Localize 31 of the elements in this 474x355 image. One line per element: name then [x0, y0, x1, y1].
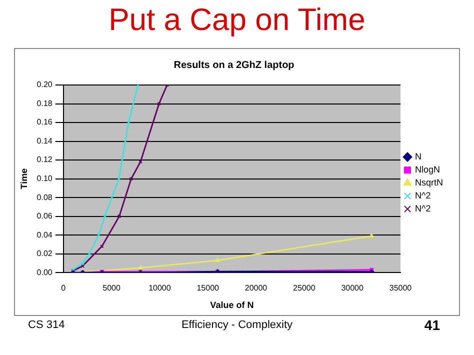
chart-subtitle: Results on a 2GhZ laptop: [174, 60, 294, 71]
legend-label: N^2: [415, 190, 431, 200]
x-axis-title: Value of N: [210, 300, 254, 310]
y-tick-label: 0.00: [36, 268, 53, 277]
legend-label: N: [415, 151, 422, 162]
legend-label: N^2: [415, 203, 431, 214]
legend-label: NlogN: [415, 164, 440, 174]
x-tick-label: 10000: [148, 284, 172, 293]
text: Efficiency - Complexity: [181, 319, 293, 331]
y-tick-label: 0.20: [36, 80, 53, 90]
x-tick-label: 0: [61, 284, 66, 293]
y-tick-label: 0.04: [36, 230, 53, 240]
y-tick-label: 0.08: [36, 192, 53, 202]
x-tick-label: 5000: [102, 284, 121, 293]
x-tick-label: 20000: [244, 284, 268, 293]
y-tick-label: 0.02: [36, 249, 53, 258]
y-axis-title: Time: [18, 168, 29, 190]
x-tick-label: 15000: [196, 284, 220, 293]
y-tick-label: 0.18: [36, 98, 53, 108]
chart-title: Put a Cap on Time: [108, 2, 366, 38]
y-tick-label: 0.06: [36, 212, 53, 221]
y-tick-label: 0.16: [36, 118, 53, 127]
x-tick-label: 30000: [341, 284, 364, 293]
legend-label: NsqrtN: [415, 177, 444, 188]
x-tick-label: 25000: [293, 284, 316, 293]
text: CS 314: [28, 319, 65, 331]
y-tick-label: 0.12: [36, 155, 53, 164]
y-tick-label: 0.14: [36, 136, 53, 146]
text: 41: [424, 317, 440, 333]
y-tick-label: 0.10: [36, 174, 53, 184]
x-tick-label: 35000: [389, 284, 412, 293]
